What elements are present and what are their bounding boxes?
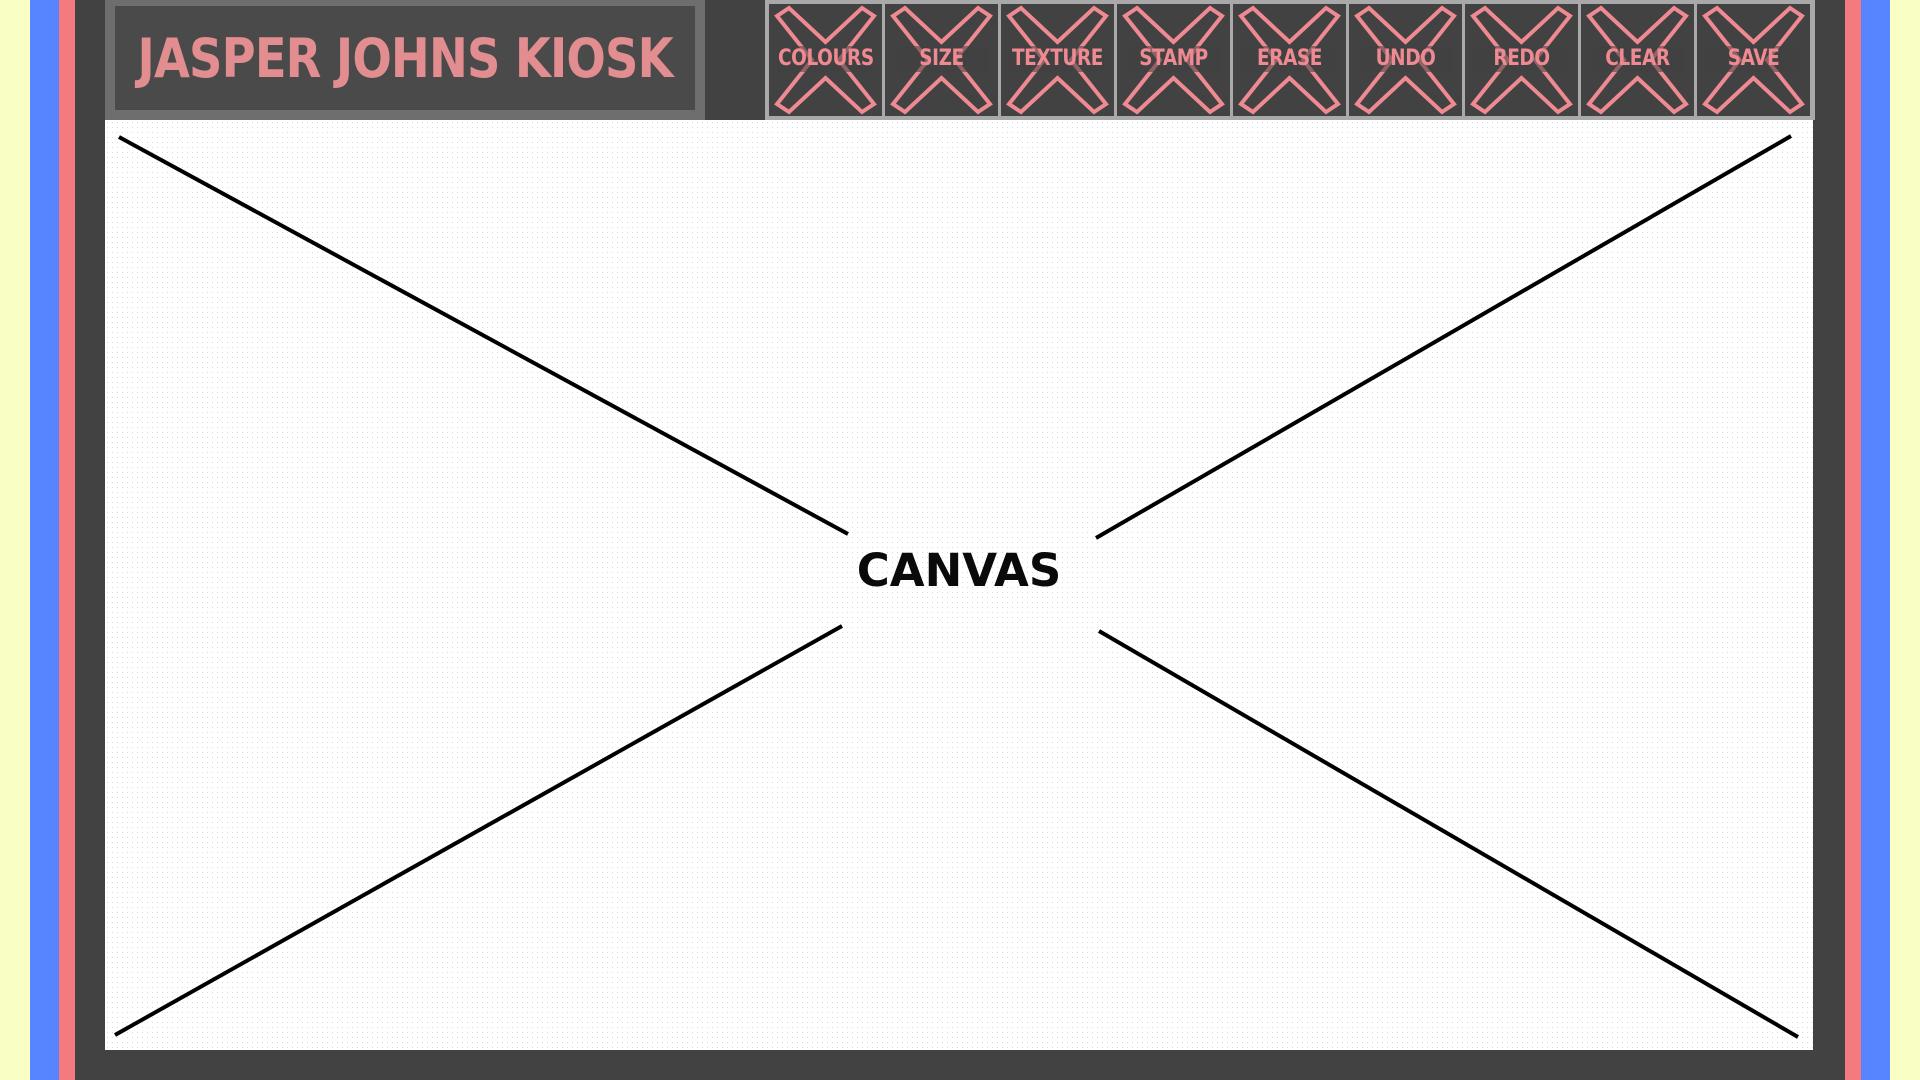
right-blue-stripe bbox=[1861, 0, 1890, 1080]
placeholder-x-icon bbox=[1238, 5, 1341, 115]
texture-button[interactable]: TEXTURE bbox=[1001, 4, 1114, 116]
stamp-button[interactable]: STAMP bbox=[1117, 4, 1230, 116]
texture-button-label: TEXTURE bbox=[1010, 46, 1105, 72]
size-button[interactable]: SIZE bbox=[885, 4, 998, 116]
erase-button-label: ERASE bbox=[1242, 46, 1337, 72]
placeholder-x-icon bbox=[1586, 5, 1689, 115]
app-title: JASPER JOHNS KIOSK bbox=[137, 26, 673, 90]
placeholder-x-icon bbox=[1122, 5, 1225, 115]
toolbar: COLOURS SIZE TEXTURE STAMP ERASE UNDO RE… bbox=[765, 0, 1815, 120]
save-button[interactable]: SAVE bbox=[1697, 4, 1810, 116]
left-blue-stripe bbox=[30, 0, 59, 1080]
save-button-label: SAVE bbox=[1706, 46, 1801, 72]
erase-button[interactable]: ERASE bbox=[1233, 4, 1346, 116]
canvas-label: CANVAS bbox=[856, 544, 1062, 597]
undo-button[interactable]: UNDO bbox=[1349, 4, 1462, 116]
placeholder-x-icon bbox=[1702, 5, 1805, 115]
stamp-button-label: STAMP bbox=[1126, 46, 1221, 72]
app-title-box: JASPER JOHNS KIOSK bbox=[105, 0, 705, 120]
undo-button-label: UNDO bbox=[1358, 46, 1453, 72]
placeholder-x-icon bbox=[774, 5, 877, 115]
placeholder-x-icon bbox=[1354, 5, 1457, 115]
colours-button-label: COLOURS bbox=[778, 46, 874, 72]
redo-button[interactable]: REDO bbox=[1465, 4, 1578, 116]
size-button-label: SIZE bbox=[894, 46, 989, 72]
drawing-canvas[interactable]: CANVAS bbox=[105, 120, 1813, 1050]
left-red-stripe bbox=[59, 0, 75, 1080]
clear-button[interactable]: CLEAR bbox=[1581, 4, 1694, 116]
right-red-stripe bbox=[1845, 0, 1861, 1080]
placeholder-x-icon bbox=[890, 5, 993, 115]
clear-button-label: CLEAR bbox=[1590, 46, 1685, 72]
canvas-placeholder-cross bbox=[114, 134, 1800, 1039]
placeholder-x-icon bbox=[1006, 5, 1109, 115]
colours-button[interactable]: COLOURS bbox=[769, 4, 882, 116]
redo-button-label: REDO bbox=[1474, 46, 1569, 72]
placeholder-x-icon bbox=[1470, 5, 1573, 115]
